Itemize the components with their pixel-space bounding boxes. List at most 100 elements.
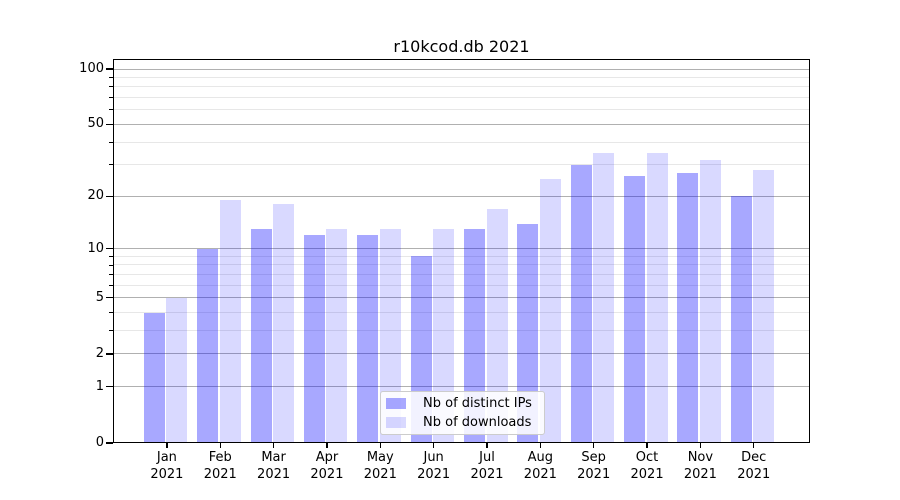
bar-downloads-aug [539, 178, 561, 443]
gridline-minor [113, 141, 810, 143]
x-tick-month: Aug [527, 450, 554, 465]
x-tick-year: 2021 [630, 467, 664, 482]
y-axis-minor-tick [109, 274, 113, 275]
bar-distinct-ips-sep [570, 164, 592, 443]
gridline-minor [113, 273, 810, 275]
bar-downloads-feb [219, 200, 241, 443]
bar-distinct-ips-oct [624, 175, 646, 443]
y-tick-label: 0 [95, 435, 104, 450]
y-tick-label: 5 [95, 289, 104, 305]
x-tick-label-dec: Dec 2021 [722, 449, 786, 483]
x-tick-year: 2021 [257, 467, 291, 482]
bar-downloads-may [379, 229, 401, 443]
gridline-minor [113, 330, 810, 332]
y-axis-minor-tick [109, 284, 113, 286]
y-axis-minor-tick [109, 77, 113, 78]
gridline-major [113, 248, 810, 250]
gridline-major [113, 123, 810, 125]
bar-downloads-nov [699, 159, 721, 443]
x-tick-label-feb: Feb 2021 [188, 449, 252, 483]
y-tick-label: 20 [87, 188, 104, 204]
y-tick-label: 10 [87, 240, 104, 256]
x-tick-year: 2021 [683, 467, 717, 482]
x-tick-month: Nov [687, 450, 714, 465]
x-tick-month: Feb [208, 450, 232, 465]
legend-label-downloads: Nb of downloads [423, 414, 532, 430]
bar-downloads-mar [273, 204, 295, 443]
y-axis-minor-tick [109, 264, 113, 266]
gridline-minor [113, 312, 810, 314]
legend-swatch-distinct-ips [386, 398, 406, 410]
legend-item-downloads: Nb of downloads [386, 414, 544, 431]
bar-distinct-ips-nov [677, 172, 699, 443]
y-axis-minor-tick [109, 97, 113, 99]
x-tick-month: Apr [315, 450, 339, 465]
x-axis-tick [646, 443, 648, 448]
y-axis-tick [106, 68, 113, 70]
y-tick-label: 2 [95, 345, 104, 361]
x-axis-tick [433, 443, 435, 448]
x-tick-label-jul: Jul 2021 [455, 449, 519, 483]
gridline-minor [113, 164, 810, 166]
gridline-major [113, 297, 810, 299]
x-axis-tick [379, 443, 381, 448]
x-tick-month: May [366, 450, 394, 465]
x-axis-tick [753, 443, 755, 448]
y-tick-label: 100 [79, 61, 104, 77]
legend-label-distinct-ips: Nb of distinct IPs [423, 396, 532, 412]
x-tick-year: 2021 [417, 467, 451, 482]
x-tick-month: Dec [741, 450, 767, 465]
x-tick-year: 2021 [203, 467, 237, 482]
y-axis-minor-tick [109, 109, 113, 111]
legend: Nb of distinct IPs Nb of downloads [380, 391, 545, 435]
y-axis-minor-tick [109, 312, 113, 314]
gridline-minor [113, 264, 810, 266]
x-tick-year: 2021 [523, 467, 557, 482]
bar-downloads-jan [166, 297, 188, 443]
x-axis-tick [219, 443, 221, 448]
bar-distinct-ips-may [357, 235, 379, 443]
y-axis-tick [106, 297, 113, 299]
y-axis-tick [106, 442, 113, 444]
bar-distinct-ips-aug [517, 223, 539, 443]
x-tick-label-mar: Mar 2021 [242, 449, 306, 483]
legend-swatch-downloads [386, 416, 406, 428]
x-tick-month: Mar [261, 450, 286, 465]
gridline-minor [113, 255, 810, 257]
bar-downloads-oct [646, 152, 668, 443]
y-axis-minor-tick [109, 255, 113, 257]
legend-item-distinct-ips: Nb of distinct IPs [386, 395, 544, 412]
y-axis-tick [106, 195, 113, 197]
y-axis-minor-tick [109, 164, 113, 166]
bar-downloads-dec [753, 170, 775, 443]
bar-downloads-apr [326, 229, 348, 443]
gridline-minor [113, 86, 810, 88]
x-tick-year: 2021 [470, 467, 504, 482]
bar-downloads-sep [593, 152, 615, 443]
x-tick-month: Oct [635, 450, 659, 465]
gridline-major [113, 195, 810, 197]
bar-distinct-ips-jul [464, 229, 485, 443]
x-tick-year: 2021 [363, 467, 397, 482]
y-axis-tick [106, 353, 113, 355]
y-axis-tick [106, 123, 113, 126]
bar-distinct-ips-dec [730, 196, 752, 443]
x-axis-tick [593, 443, 595, 448]
x-tick-label-nov: Nov 2021 [668, 449, 732, 483]
x-tick-month: Jan [156, 450, 177, 465]
bar-downloads-jul [486, 208, 508, 443]
gridline-minor [113, 284, 810, 286]
bar-downloads-jun [433, 229, 455, 443]
x-tick-month: Jul [479, 450, 495, 465]
y-axis-minor-tick [109, 86, 113, 88]
bar-distinct-ips-jan [143, 312, 165, 443]
x-tick-label-aug: Aug 2021 [508, 449, 572, 483]
y-axis-minor-tick [109, 141, 113, 143]
x-axis-tick [486, 443, 488, 448]
x-tick-label-apr: Apr 2021 [295, 449, 359, 483]
x-tick-label-oct: Oct 2021 [615, 449, 679, 483]
plot-area [113, 59, 810, 443]
x-tick-year: 2021 [737, 467, 771, 482]
x-axis-tick [539, 443, 541, 448]
